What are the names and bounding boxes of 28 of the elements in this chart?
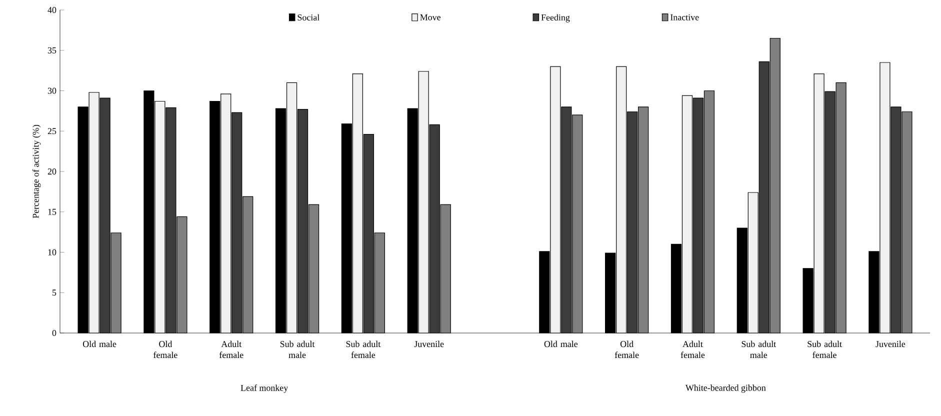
x-tick-label: Adult female (680, 340, 705, 358)
y-tick-label: 20 (48, 168, 56, 175)
x-tick-label: Adult female (219, 340, 244, 358)
text: White-bearded gibbon (685, 384, 766, 393)
x-tick-label: Sub adult female (808, 340, 842, 358)
y-tick-label: 5 (52, 290, 56, 296)
y-tick-label: 15 (48, 208, 56, 215)
legend-label: Move (420, 14, 440, 20)
x-tick-label: Sub adult male (280, 340, 315, 358)
text: Leaf monkey (240, 384, 288, 393)
y-tick-label: 10 (48, 249, 56, 256)
y-axis-title: Percentage of activity (%) (32, 124, 41, 218)
y-tick-label: 30 (48, 88, 56, 94)
x-tick-label: Juvenile (876, 340, 906, 348)
x-tick-label: Old male (82, 340, 116, 348)
legend-label: Social (298, 14, 320, 20)
x-tick-label: Old female (614, 340, 639, 358)
x-tick-label: Old female (154, 340, 178, 358)
y-tick-label: 0 (52, 330, 56, 336)
legend-label: Feeding (541, 14, 570, 22)
y-tick-label: 40 (48, 6, 56, 14)
x-tick-label: Juvenile (414, 340, 444, 348)
y-tick-label: 35 (48, 47, 56, 54)
x-tick-label: Sub adult female (346, 340, 381, 358)
legend-label: Inactive (670, 14, 699, 20)
x-tick-label: Sub adult male (742, 340, 776, 358)
y-tick-label: 25 (48, 128, 56, 134)
x-tick-label: Old male (544, 340, 578, 348)
